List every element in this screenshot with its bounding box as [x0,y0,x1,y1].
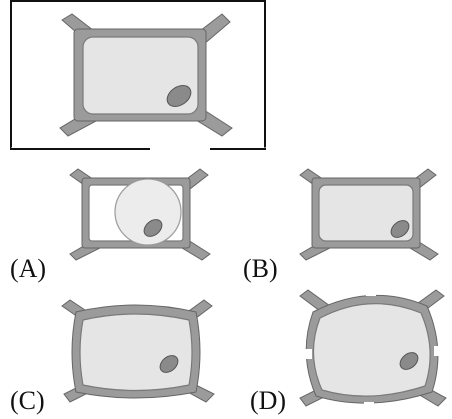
label-d: (D) [250,388,286,414]
wall-break-bottom [364,402,374,411]
wall-break-top [366,287,376,296]
label-c: (C) [10,388,45,414]
cell-d [300,287,446,411]
wall-break-right [434,346,443,356]
cell-b [300,169,438,260]
label-a: (A) [10,256,46,282]
cytoplasm [80,314,192,391]
label-b: (B) [243,256,278,282]
cell-a [70,169,210,260]
cytoplasm [313,304,430,397]
cell-c [62,300,214,402]
wall-break-left [303,349,312,359]
reference-cell [60,14,232,136]
